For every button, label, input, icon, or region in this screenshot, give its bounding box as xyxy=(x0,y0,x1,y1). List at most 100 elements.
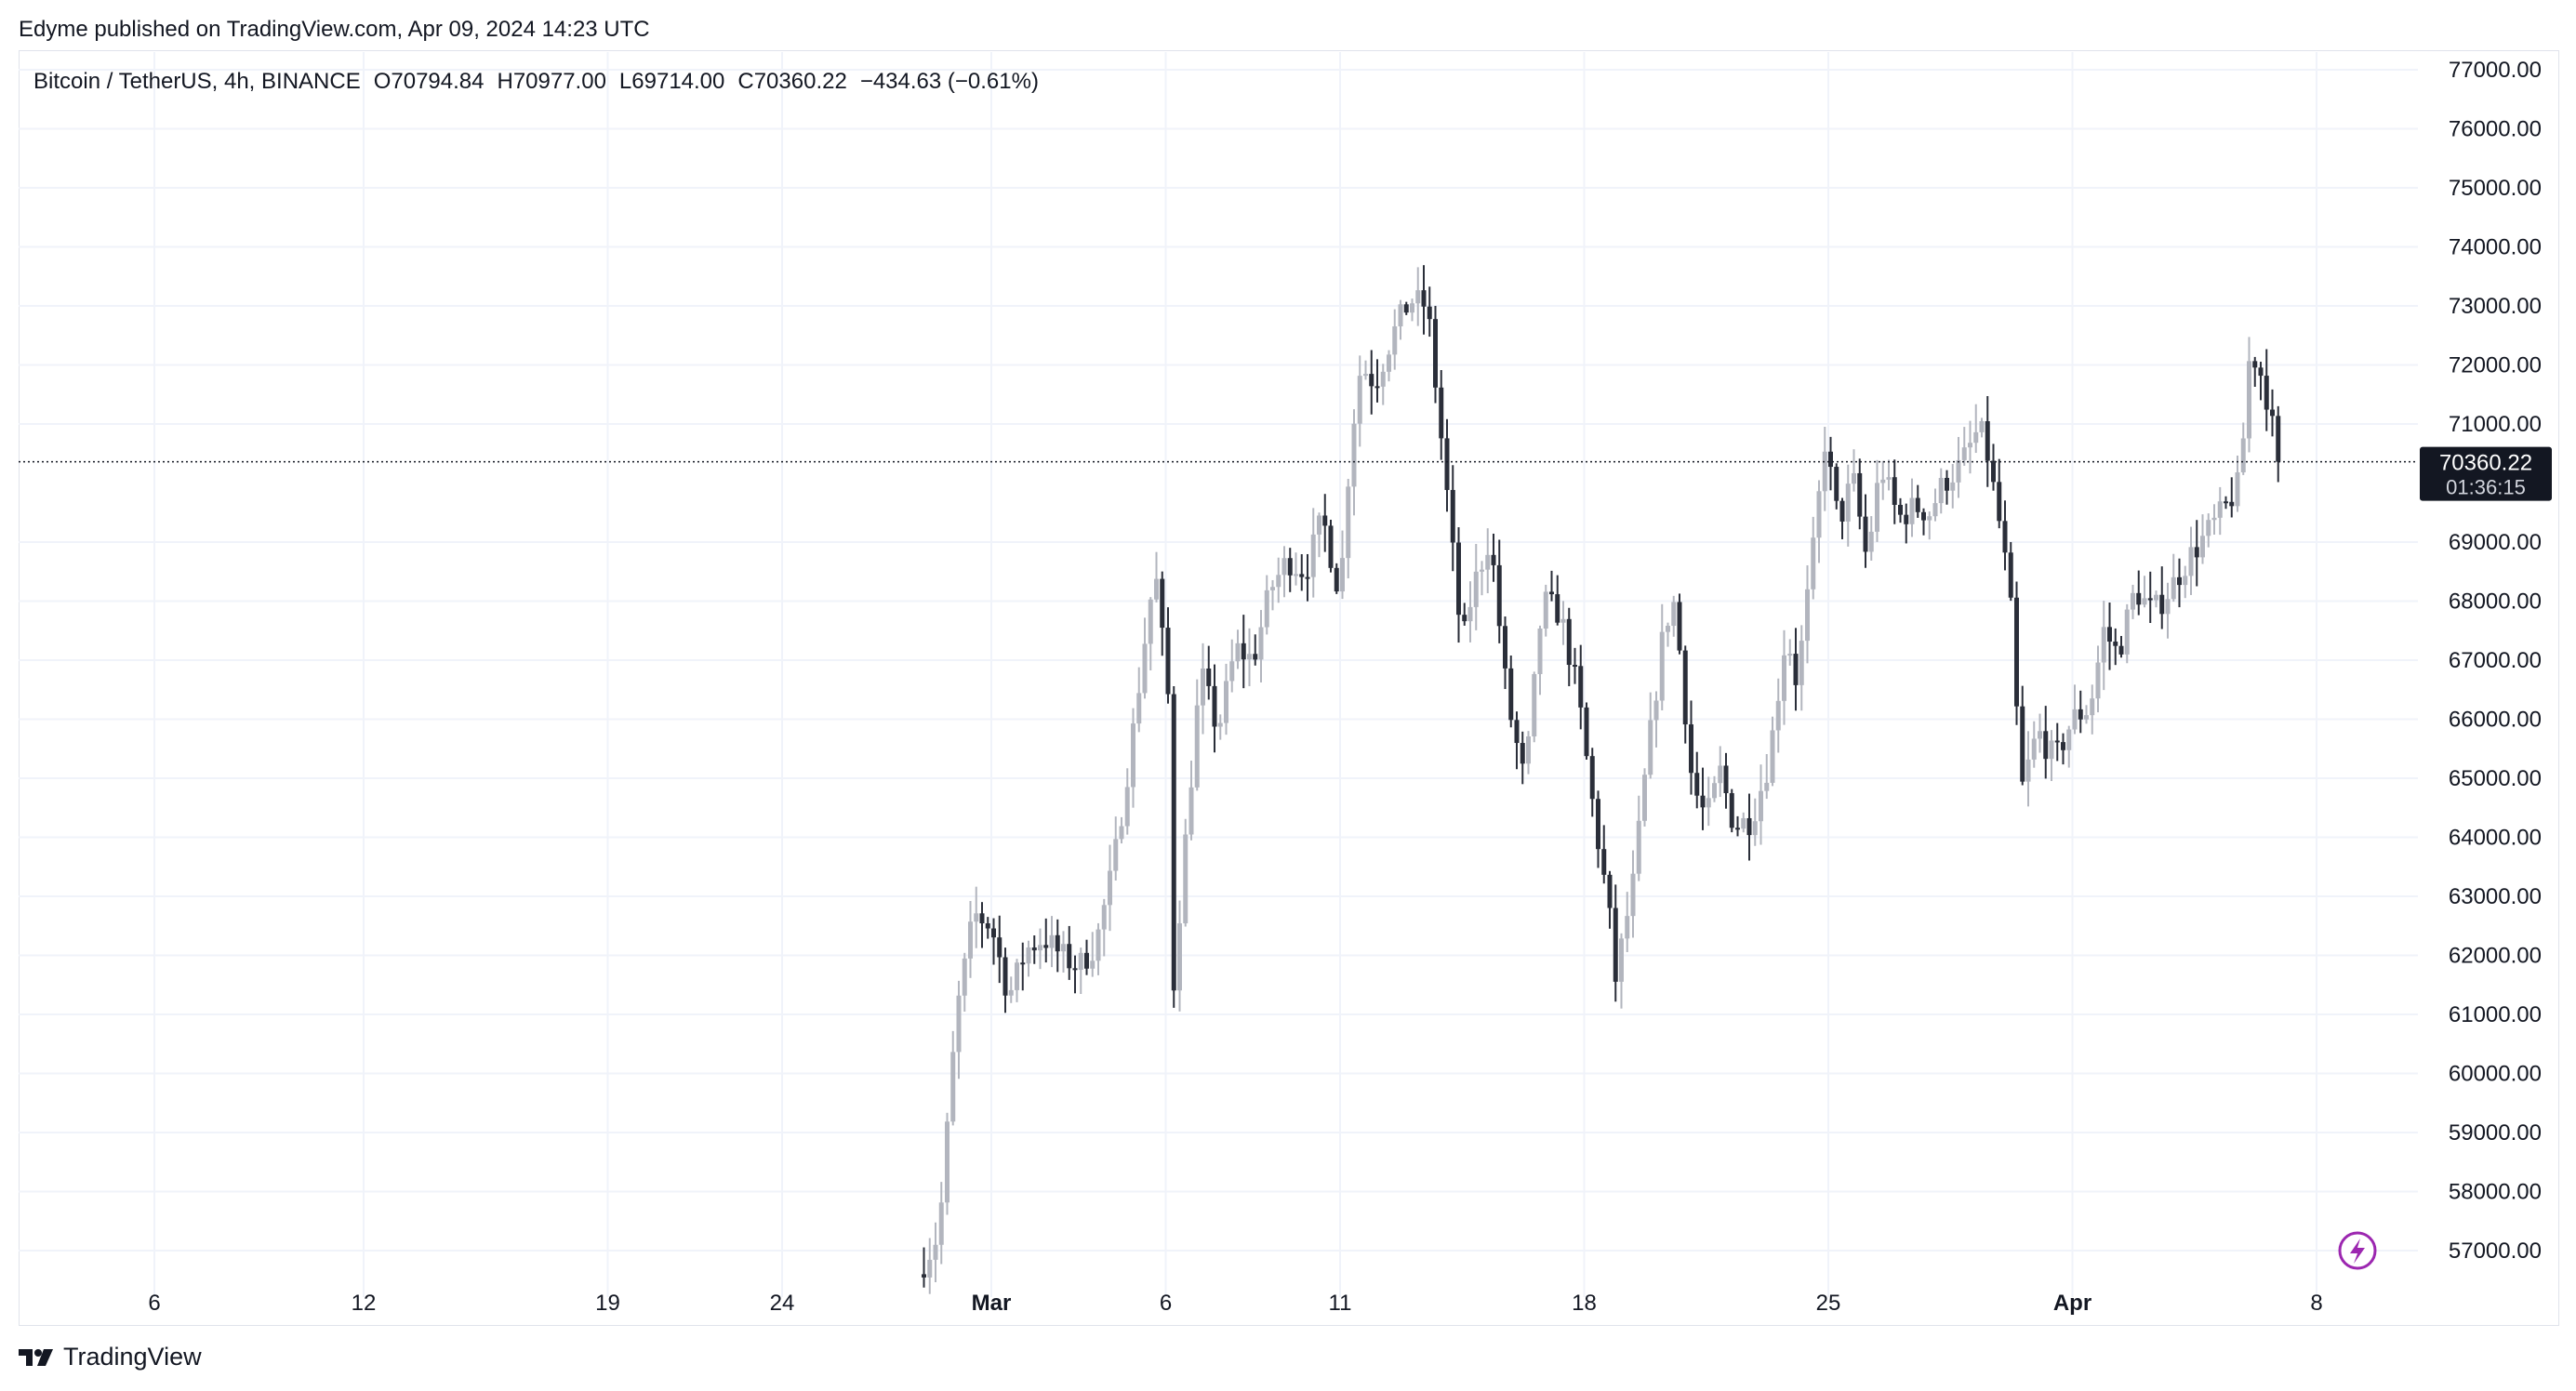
candle-body xyxy=(1201,669,1205,706)
time-tick-label: 12 xyxy=(352,1291,377,1316)
candle-body xyxy=(1607,874,1613,908)
flash-icon[interactable] xyxy=(2338,1231,2377,1270)
candle-body xyxy=(1566,618,1572,666)
price-tick-label: 68000.00 xyxy=(2449,590,2542,615)
candle-body xyxy=(1945,477,1949,491)
candle-body xyxy=(1573,665,1577,668)
candle-body xyxy=(1898,504,1903,515)
candle-body xyxy=(1520,743,1525,764)
time-tick-label: 19 xyxy=(595,1291,620,1316)
candle-body xyxy=(1136,693,1142,724)
candle-body xyxy=(2194,547,2199,558)
candle-body xyxy=(1514,720,1520,744)
time-tick-label: 24 xyxy=(770,1291,795,1316)
candle-body xyxy=(2206,520,2211,537)
candle-body xyxy=(1351,423,1357,487)
time-tick-label: 11 xyxy=(1329,1291,1352,1316)
candle-body xyxy=(1334,567,1339,592)
candle-body xyxy=(1700,795,1706,808)
candle-body xyxy=(922,1274,926,1278)
candle-body xyxy=(2270,409,2275,417)
time-tick-label: 6 xyxy=(148,1291,160,1316)
candle-body xyxy=(1589,756,1595,800)
candle-body xyxy=(1369,374,1374,387)
candle-body xyxy=(1671,602,1677,627)
candle-body xyxy=(1067,944,1072,969)
candle-body xyxy=(2049,740,2054,760)
candle-body xyxy=(1235,643,1241,662)
candle-body xyxy=(1625,916,1630,939)
candle-body xyxy=(2247,361,2251,439)
candle-body xyxy=(1108,870,1112,906)
candle-body xyxy=(2229,501,2235,507)
price-axis: 77000.00 76000.00 75000.00 74000.00 73000.00… xyxy=(2449,58,2542,1264)
price-tick-label: 63000.00 xyxy=(2449,884,2542,909)
candle-body xyxy=(985,923,990,929)
candle-body xyxy=(1543,591,1548,629)
candle-body xyxy=(997,937,1003,958)
candle-body xyxy=(1735,828,1740,830)
candle-body xyxy=(938,1202,944,1245)
legend-symbol[interactable]: Bitcoin / TetherUS, 4h, BINANCE xyxy=(33,69,361,94)
candle-body xyxy=(1467,606,1473,622)
candle-body xyxy=(2113,642,2118,646)
symbol-legend: Bitcoin / TetherUS, 4h, BINANCE O70794.84… xyxy=(33,69,1052,95)
candle-body xyxy=(1880,479,1886,484)
candle-body xyxy=(1578,666,1584,708)
candle-body xyxy=(2258,367,2264,377)
candle-body xyxy=(1270,587,1275,590)
candle-body xyxy=(2200,536,2205,558)
candle-body xyxy=(1973,431,1979,444)
candle-body xyxy=(1160,578,1165,629)
time-tick-label: 25 xyxy=(1816,1291,1841,1316)
candle-body xyxy=(1642,775,1647,821)
tradingview-logo-icon[interactable] xyxy=(19,1347,56,1368)
candle-body xyxy=(1444,438,1450,490)
candles xyxy=(922,265,2281,1294)
candle-body xyxy=(1212,685,1217,727)
candle-body xyxy=(2020,706,2025,782)
candle-body xyxy=(1485,554,1491,570)
candle-body xyxy=(1322,515,1328,526)
candle-body xyxy=(1601,849,1607,875)
candle-body xyxy=(2136,592,2142,605)
candle-body xyxy=(1729,793,1734,828)
candle-body xyxy=(1433,319,1438,388)
candle-body xyxy=(1055,934,1060,952)
candle-body xyxy=(1299,574,1305,577)
price-tick-label: 64000.00 xyxy=(2449,826,2542,851)
candle-body xyxy=(1410,303,1414,313)
candle-body xyxy=(1415,290,1421,304)
candle-body xyxy=(1997,482,2002,522)
candle-body xyxy=(1596,799,1600,850)
candle-body xyxy=(1241,643,1246,660)
candle-body xyxy=(927,1259,933,1278)
footer-brand[interactable]: TradingView xyxy=(63,1343,202,1371)
candle-body xyxy=(1328,525,1334,568)
candle-body xyxy=(1188,787,1194,835)
candle-body xyxy=(2224,501,2228,504)
candle-body xyxy=(1938,477,1944,504)
candle-body xyxy=(1015,962,1019,990)
legend-open: O70794.84 xyxy=(373,69,485,94)
candle-body xyxy=(2038,731,2042,739)
candle-body xyxy=(1374,386,1380,389)
candle-body xyxy=(1718,765,1723,784)
candle-body xyxy=(1480,569,1484,572)
candle-body xyxy=(2066,729,2072,750)
candle-body xyxy=(1793,654,1799,685)
candle-body xyxy=(1630,873,1636,917)
candle-body xyxy=(2107,627,2112,643)
candle-body xyxy=(2183,576,2188,586)
candle-body xyxy=(1799,641,1804,685)
candle-body xyxy=(1177,923,1182,991)
candle-body xyxy=(1677,602,1682,651)
candle-body xyxy=(1508,668,1514,721)
candle-body xyxy=(1491,554,1496,565)
candle-body xyxy=(1038,945,1042,951)
candle-body xyxy=(1380,371,1386,387)
price-tag-box xyxy=(2420,446,2552,501)
candle-body xyxy=(1340,558,1345,592)
candle-body xyxy=(2072,709,2078,730)
